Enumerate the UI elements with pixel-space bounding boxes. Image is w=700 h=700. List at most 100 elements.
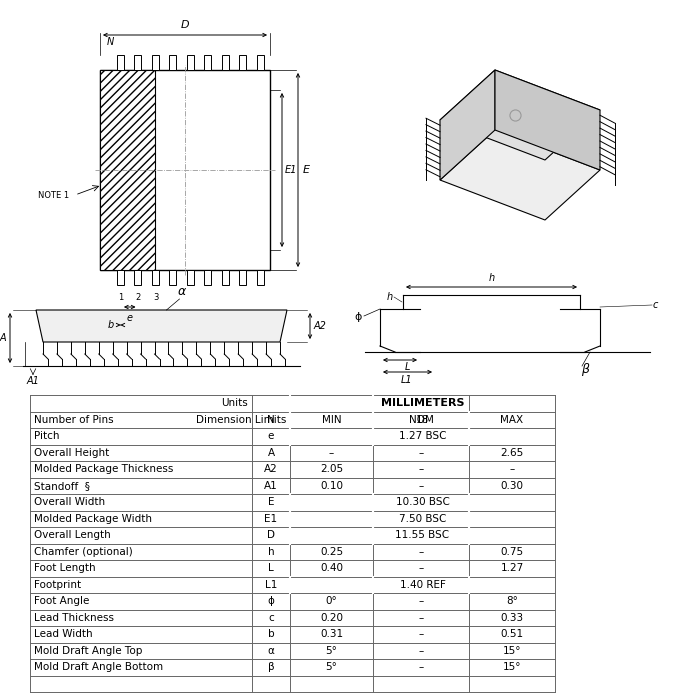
Text: MAX: MAX	[500, 414, 524, 425]
Bar	[239, 55, 246, 70]
Text: β: β	[267, 662, 274, 672]
Bar	[186, 270, 193, 285]
Bar	[221, 270, 228, 285]
Text: 0.10: 0.10	[320, 481, 343, 491]
Text: Foot Angle: Foot Angle	[34, 596, 90, 606]
Text: A: A	[0, 333, 6, 343]
Text: –: –	[419, 662, 423, 672]
Text: 15°: 15°	[503, 645, 522, 656]
Text: 10.30 BSC: 10.30 BSC	[395, 497, 449, 508]
Text: b: b	[107, 320, 113, 330]
Text: 5°: 5°	[326, 645, 337, 656]
Text: Overall Height: Overall Height	[34, 448, 109, 458]
Text: Molded Package Thickness: Molded Package Thickness	[34, 464, 174, 475]
Text: Overall Length: Overall Length	[34, 531, 111, 540]
Text: 2.05: 2.05	[320, 464, 343, 475]
Bar	[100, 70, 155, 270]
Bar	[100, 70, 270, 270]
Text: Lead Width: Lead Width	[34, 629, 92, 639]
Text: E: E	[303, 165, 310, 175]
Text: A2: A2	[264, 464, 278, 475]
Text: 0.31: 0.31	[320, 629, 343, 639]
Text: 5°: 5°	[326, 662, 337, 672]
Text: c: c	[653, 300, 659, 310]
Bar	[221, 55, 228, 70]
Text: 3: 3	[153, 293, 159, 302]
Bar	[186, 55, 193, 70]
Bar	[204, 55, 211, 70]
Text: A1: A1	[27, 376, 39, 386]
Text: b: b	[267, 629, 274, 639]
Text: Dimension Limits: Dimension Limits	[195, 414, 286, 425]
Text: 0.33: 0.33	[500, 612, 524, 623]
Text: 8°: 8°	[506, 596, 518, 606]
Text: 0.40: 0.40	[320, 564, 343, 573]
Text: –: –	[419, 464, 423, 475]
Text: 2: 2	[136, 293, 141, 302]
Text: A2: A2	[314, 321, 327, 331]
Text: A1: A1	[264, 481, 278, 491]
Text: D: D	[181, 20, 189, 30]
Text: Number of Pins: Number of Pins	[34, 414, 113, 425]
Text: 1: 1	[118, 293, 124, 302]
Text: Molded Package Width: Molded Package Width	[34, 514, 152, 524]
Text: Mold Draft Angle Bottom: Mold Draft Angle Bottom	[34, 662, 163, 672]
Polygon shape	[495, 70, 600, 170]
Text: 0.25: 0.25	[320, 547, 343, 556]
Text: –: –	[329, 448, 334, 458]
Bar	[116, 270, 123, 285]
Text: Standoff  §: Standoff §	[34, 481, 90, 491]
Text: 0°: 0°	[326, 596, 337, 606]
Text: e: e	[127, 313, 133, 323]
Text: NOTE 1: NOTE 1	[38, 190, 69, 199]
Text: –: –	[419, 629, 423, 639]
Text: 0.51: 0.51	[500, 629, 524, 639]
Text: h: h	[489, 273, 495, 283]
Text: 18: 18	[416, 414, 429, 425]
Text: 0.30: 0.30	[500, 481, 524, 491]
Text: –: –	[419, 448, 423, 458]
Text: MIN: MIN	[322, 414, 342, 425]
Text: Chamfer (optional): Chamfer (optional)	[34, 547, 133, 556]
Text: h: h	[267, 547, 274, 556]
Bar	[151, 55, 158, 70]
Text: E1: E1	[285, 165, 298, 175]
Bar	[204, 270, 211, 285]
Text: N: N	[106, 37, 113, 47]
Bar	[256, 270, 263, 285]
Text: –: –	[419, 596, 423, 606]
Text: 0.75: 0.75	[500, 547, 524, 556]
Text: 7.50 BSC: 7.50 BSC	[399, 514, 446, 524]
Text: Mold Draft Angle Top: Mold Draft Angle Top	[34, 645, 142, 656]
Text: c: c	[268, 612, 274, 623]
Polygon shape	[440, 70, 495, 180]
Text: –: –	[510, 464, 514, 475]
Text: α: α	[177, 285, 186, 298]
Text: NOM: NOM	[409, 414, 433, 425]
Bar	[116, 55, 123, 70]
Text: β: β	[581, 363, 589, 377]
Text: α: α	[267, 645, 274, 656]
Text: L1: L1	[401, 375, 413, 385]
Text: E1: E1	[265, 514, 278, 524]
Bar	[169, 270, 176, 285]
Text: 11.55 BSC: 11.55 BSC	[395, 531, 449, 540]
Text: –: –	[419, 564, 423, 573]
Text: L1: L1	[265, 580, 277, 589]
Polygon shape	[36, 310, 287, 342]
Text: 1.40 REF: 1.40 REF	[400, 580, 445, 589]
Bar	[134, 270, 141, 285]
Polygon shape	[440, 130, 600, 220]
Text: Units: Units	[221, 398, 248, 408]
Text: MILLIMETERS: MILLIMETERS	[381, 398, 464, 408]
Text: –: –	[419, 481, 423, 491]
Text: –: –	[419, 612, 423, 623]
Bar	[169, 55, 176, 70]
Text: 2.65: 2.65	[500, 448, 524, 458]
Text: E: E	[267, 497, 274, 508]
Text: Footprint: Footprint	[34, 580, 81, 589]
Text: 0.20: 0.20	[320, 612, 343, 623]
Text: 1.27: 1.27	[500, 564, 524, 573]
Bar	[151, 270, 158, 285]
Text: –: –	[419, 645, 423, 656]
